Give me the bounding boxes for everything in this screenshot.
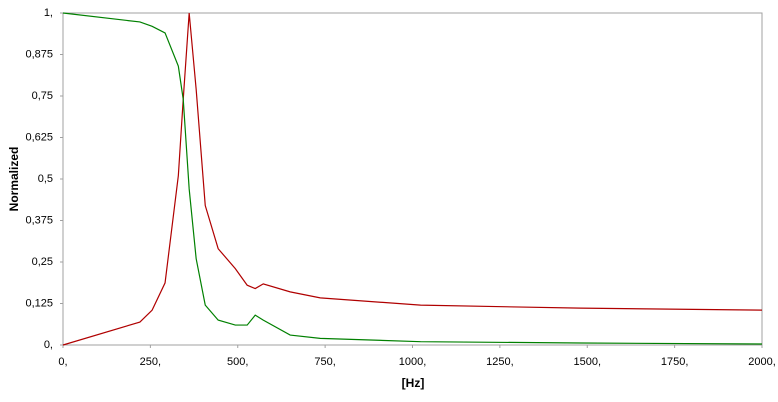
y-axis-title: Normalized [7, 147, 21, 212]
y-tick-label: 0,375 [25, 214, 53, 226]
y-tick-label: 1, [44, 7, 53, 19]
y-tick-label: 0,25 [32, 256, 53, 268]
y-tick-label: 0,75 [32, 90, 53, 102]
y-tick-label: 0,625 [25, 131, 53, 143]
x-tick-label: 250, [140, 356, 161, 368]
x-tick-label: 1750, [661, 356, 689, 368]
series-line [62, 12, 763, 346]
x-tick-label: 2000, [748, 356, 776, 368]
x-tick-label: 500, [227, 356, 248, 368]
plot-frame [62, 12, 763, 346]
y-tick-label: 0, [44, 339, 53, 351]
y-tick-label: 0,5 [38, 173, 53, 185]
y-tick-label: 0,875 [25, 48, 53, 60]
x-tick-label: 1500, [573, 356, 601, 368]
x-tick-label: 1000, [399, 356, 427, 368]
series-line [62, 12, 763, 345]
x-tick-label: 750, [314, 356, 335, 368]
y-tick-label: 0,125 [25, 297, 53, 309]
x-tick-label: 0, [58, 356, 67, 368]
x-tick-label: 1250, [486, 356, 514, 368]
x-axis-title: [Hz] [402, 376, 425, 390]
